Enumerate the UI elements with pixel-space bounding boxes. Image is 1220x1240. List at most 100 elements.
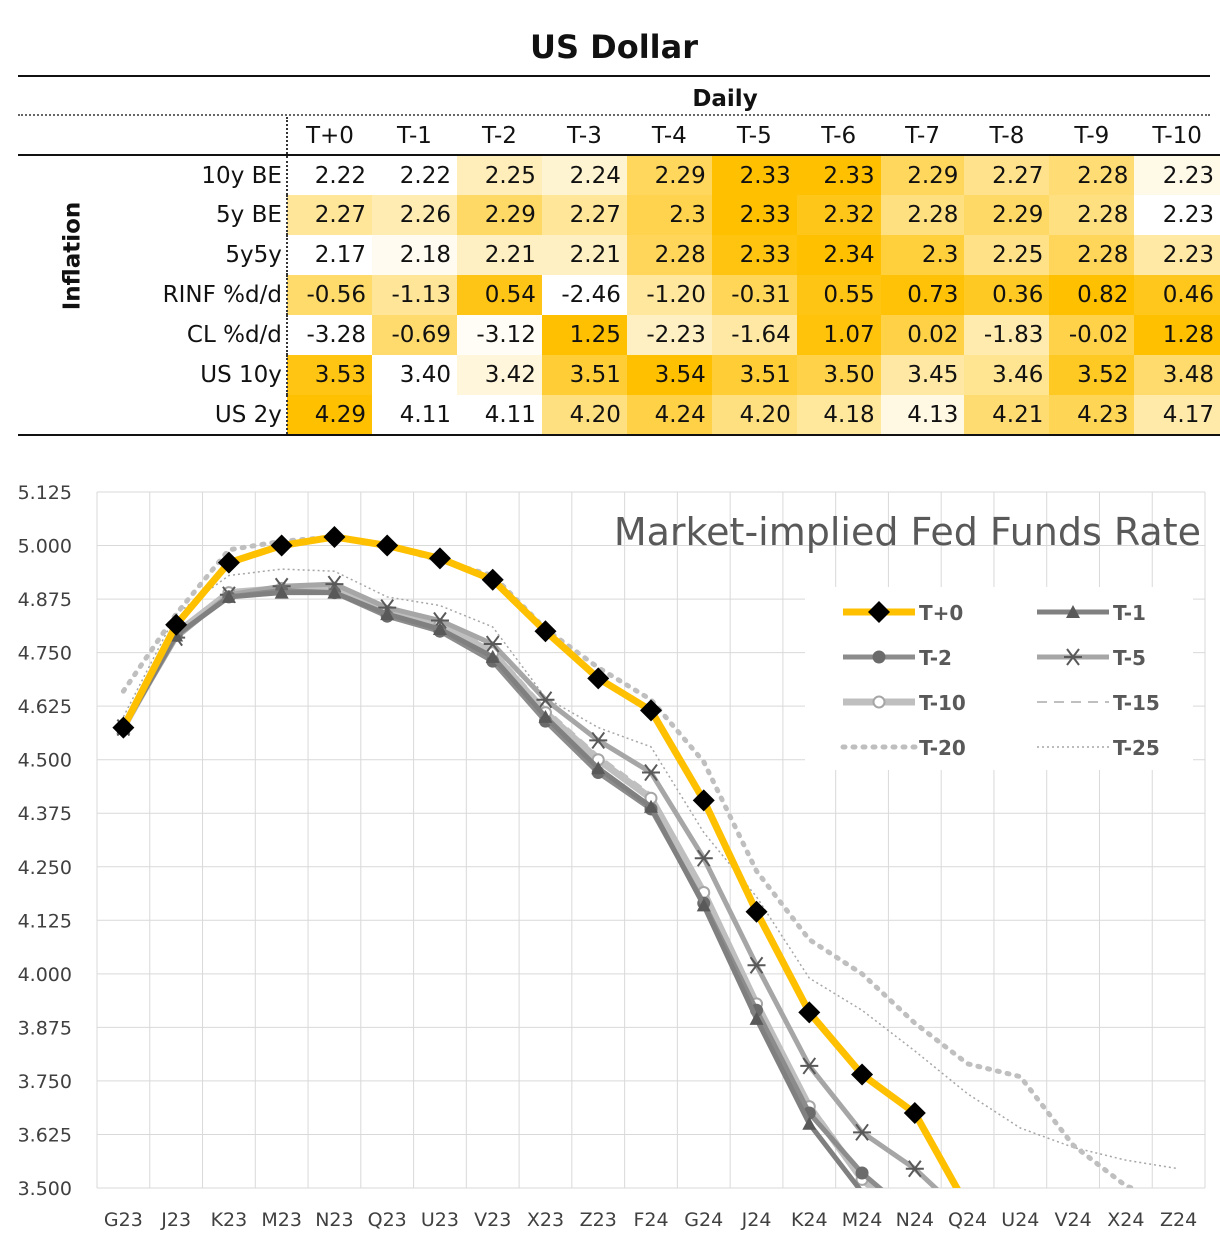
data-point-T-5 bbox=[800, 1057, 819, 1075]
table-cell: 2.33 bbox=[711, 155, 797, 195]
data-point-T-5 bbox=[853, 1123, 872, 1141]
x-tick-label: Q24 bbox=[948, 1209, 987, 1231]
y-tick-label: 3.625 bbox=[18, 1124, 72, 1146]
table-cell: 2.28 bbox=[880, 195, 965, 235]
y-tick-label: 4.500 bbox=[18, 750, 72, 772]
table-cell: -1.13 bbox=[372, 275, 457, 315]
table-cell: 2.3 bbox=[626, 195, 712, 235]
table-cell: 3.40 bbox=[372, 355, 457, 395]
table-row: CL %d/d -3.28 -0.69 -3.12 1.25 -2.23 -1.64 1.07… bbox=[18, 315, 1220, 355]
data-point-T+0 bbox=[640, 699, 662, 722]
y-tick-label: 4.625 bbox=[18, 696, 72, 718]
y-tick-label: 4.875 bbox=[18, 589, 72, 611]
table-cell: 4.21 bbox=[964, 395, 1050, 436]
table-cell: 2.26 bbox=[372, 195, 457, 235]
y-tick-label: 4.750 bbox=[18, 643, 72, 665]
data-point-T-1 bbox=[591, 761, 606, 775]
x-tick-label: K24 bbox=[791, 1209, 828, 1231]
table-cell: 2.27 bbox=[286, 195, 373, 235]
table-cell: 0.54 bbox=[456, 275, 542, 315]
column-header-t1: T-1 bbox=[372, 117, 457, 156]
column-header-t3: T-3 bbox=[541, 117, 627, 156]
table-cell: 2.29 bbox=[456, 195, 542, 235]
legend-label: T-5 bbox=[1113, 646, 1146, 670]
x-tick-label: N24 bbox=[896, 1209, 934, 1231]
y-tick-label: 4.250 bbox=[18, 857, 72, 879]
data-point-T-1 bbox=[802, 1116, 817, 1130]
row-group-cell: Inflation bbox=[18, 155, 127, 355]
table-cell: 3.45 bbox=[880, 355, 965, 395]
legend-box bbox=[805, 587, 1193, 770]
table-cell: 2.27 bbox=[964, 155, 1050, 195]
table-row: RINF %d/d -0.56 -1.13 0.54 -2.46 -1.20 -0.31 0.… bbox=[18, 275, 1220, 315]
data-point-T+0 bbox=[903, 1102, 926, 1125]
table-cell: 0.73 bbox=[880, 275, 965, 315]
table-cell: 3.48 bbox=[1134, 355, 1220, 395]
data-point-T-5 bbox=[536, 691, 555, 709]
data-point-T-5 bbox=[905, 1160, 924, 1178]
data-point-T-1 bbox=[274, 585, 289, 599]
legend-label: T-20 bbox=[919, 736, 966, 760]
table-cell: 2.29 bbox=[626, 155, 712, 195]
data-point-T-5 bbox=[589, 731, 608, 750]
table-cell: 3.53 bbox=[286, 355, 373, 395]
table-cell: -3.28 bbox=[286, 315, 373, 355]
row-group-empty bbox=[18, 395, 127, 436]
column-header-t5: T-5 bbox=[711, 117, 797, 156]
table-cell: -1.64 bbox=[711, 315, 797, 355]
column-header-t6: T-6 bbox=[796, 117, 881, 156]
table-cell: 2.23 bbox=[1134, 155, 1220, 195]
column-header-t0: T+0 bbox=[285, 117, 373, 156]
column-header-t4: T-4 bbox=[626, 117, 712, 156]
data-point-T-1 bbox=[538, 709, 553, 723]
data-point-T-5 bbox=[747, 956, 766, 974]
legend-label: T+0 bbox=[919, 601, 963, 625]
series-line-T-25 bbox=[122, 568, 1179, 1170]
table-cell: 2.34 bbox=[796, 235, 881, 275]
table-cell: 2.33 bbox=[711, 235, 797, 275]
legend-label: T-1 bbox=[1113, 601, 1146, 625]
x-tick-label: V24 bbox=[1055, 1209, 1092, 1231]
legend-label: T-15 bbox=[1113, 691, 1160, 715]
corner-cell bbox=[18, 117, 287, 156]
y-tick-label: 4.375 bbox=[18, 803, 72, 825]
table-cell: 4.11 bbox=[456, 395, 542, 436]
data-point-T-5 bbox=[694, 849, 713, 867]
table-cell: 4.20 bbox=[541, 395, 627, 436]
table-cell: 2.18 bbox=[372, 235, 457, 275]
table-cell: -0.31 bbox=[711, 275, 797, 315]
data-point-T+0 bbox=[587, 667, 610, 690]
column-header-t7: T-7 bbox=[880, 117, 965, 156]
x-tick-label: U24 bbox=[1001, 1209, 1039, 1231]
table-cell: -2.23 bbox=[626, 315, 712, 355]
table-cell: 1.25 bbox=[541, 315, 627, 355]
table-cell: 3.52 bbox=[1049, 355, 1135, 395]
x-tick-label: Q23 bbox=[368, 1209, 407, 1231]
table-cell: 3.46 bbox=[964, 355, 1050, 395]
y-tick-label: 4.125 bbox=[18, 910, 72, 932]
x-tick-label: X24 bbox=[1107, 1209, 1144, 1231]
x-tick-label: Z23 bbox=[580, 1209, 617, 1231]
data-point-T+0 bbox=[692, 789, 715, 812]
table-cell: 2.29 bbox=[964, 195, 1050, 235]
row-label: US 10y bbox=[126, 355, 288, 395]
row-label: US 2y bbox=[126, 395, 288, 436]
table-cell: 0.55 bbox=[796, 275, 881, 315]
table-cell: 4.23 bbox=[1049, 395, 1135, 436]
table-cell: 3.54 bbox=[626, 355, 712, 395]
title-rule bbox=[18, 75, 1210, 77]
legend-label: T-10 bbox=[919, 691, 966, 715]
legend-marker-T+0 bbox=[868, 601, 890, 623]
table-cell: 2.3 bbox=[880, 235, 965, 275]
table-cell: 2.27 bbox=[541, 195, 627, 235]
data-point-T-1 bbox=[432, 622, 447, 636]
y-tick-label: 5.125 bbox=[18, 482, 72, 504]
x-tick-label: M24 bbox=[842, 1209, 883, 1231]
data-point-T+0 bbox=[851, 1063, 874, 1086]
row-label: CL %d/d bbox=[126, 315, 288, 355]
data-point-T-1 bbox=[485, 649, 500, 663]
data-point-T-1 bbox=[696, 898, 711, 912]
table-cell: 2.22 bbox=[372, 155, 457, 195]
table-cell: 2.28 bbox=[1049, 195, 1135, 235]
table-cell: 4.11 bbox=[372, 395, 457, 436]
